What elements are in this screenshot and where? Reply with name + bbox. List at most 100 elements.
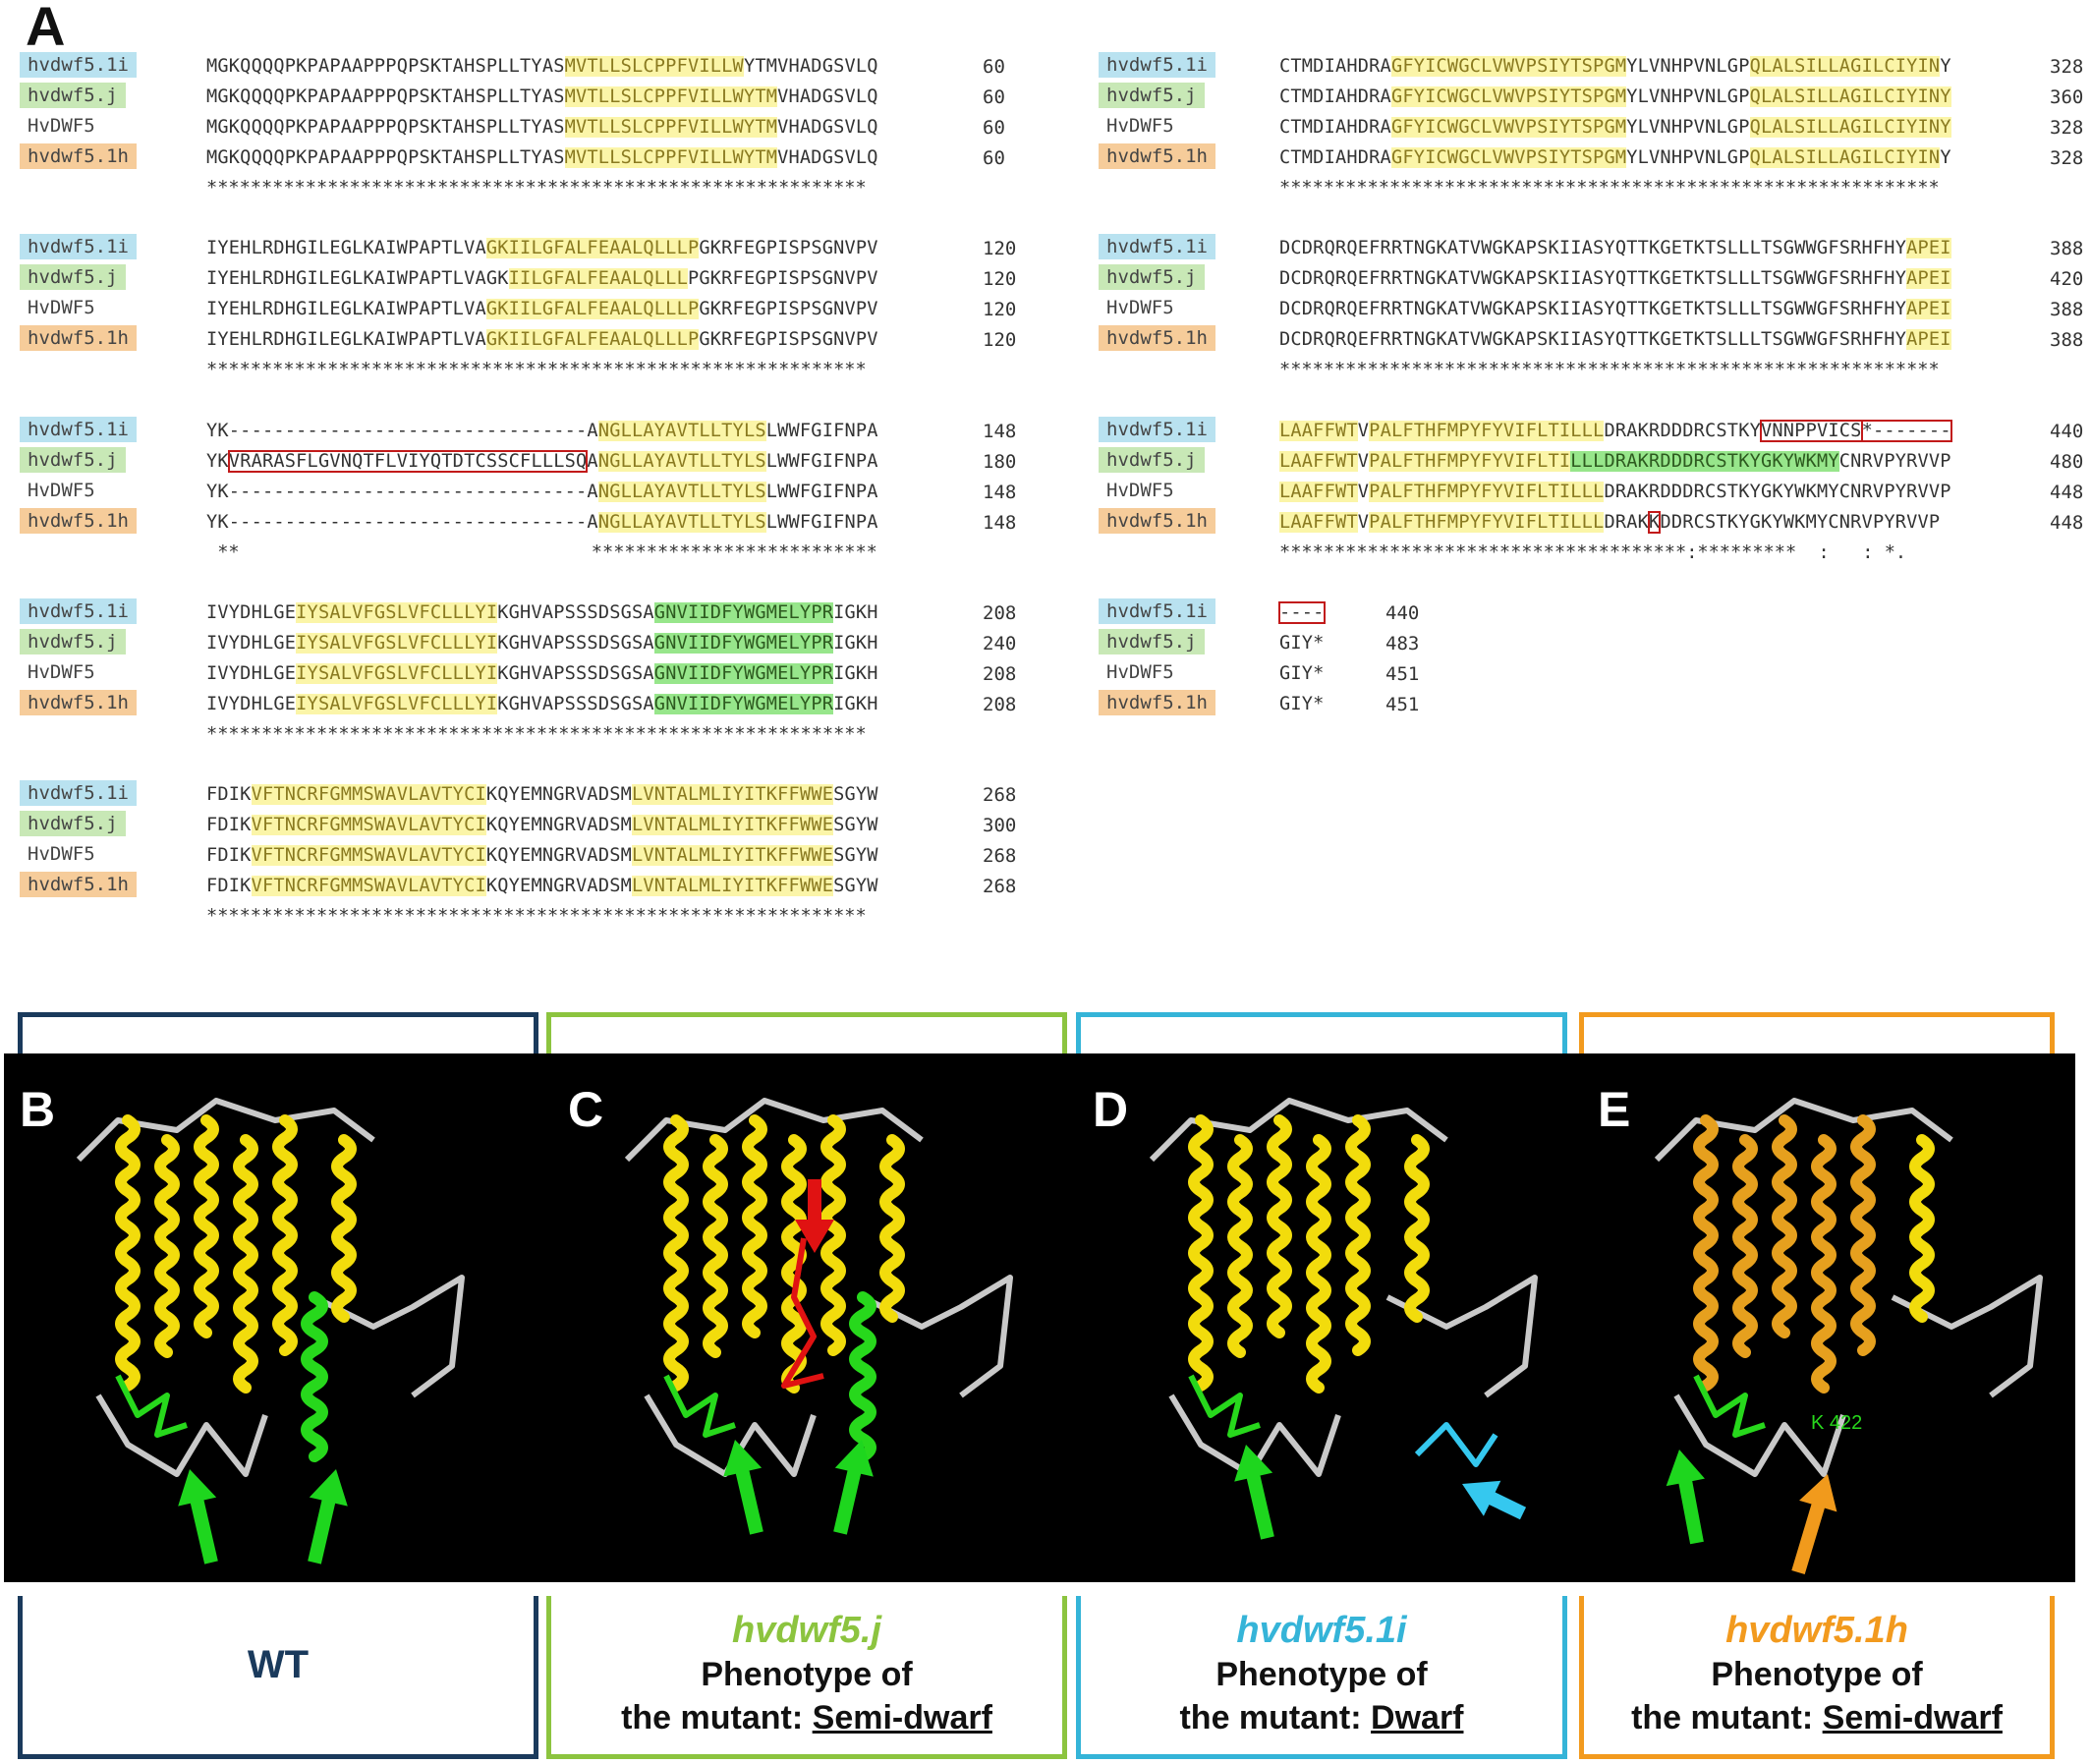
- sequence-label: hvdwf5.j: [1099, 264, 1205, 290]
- sequence-label: hvdwf5.1i: [20, 52, 137, 78]
- sequence-row: FDIKVFTNCRFGMMSWAVLAVTYCIKQYEMNGRVADSMLV…: [206, 843, 878, 869]
- helix: [879, 1134, 905, 1323]
- caption-j-phenotype-line: Phenotype of: [701, 1656, 913, 1693]
- sequence-segment: YK--------------------------------A: [206, 421, 598, 441]
- green-arrow: [178, 1469, 218, 1565]
- sequence-segment: IVYDHLGE: [206, 663, 297, 684]
- conservation-line: ****************************************…: [206, 360, 867, 380]
- sequence-row: GIY*: [1279, 661, 1325, 687]
- sequence-segment: LVNTALMLIYITKFFWWE: [632, 845, 834, 866]
- sequence-segment: CNRVPYRVVP: [1838, 451, 1951, 472]
- sequence-segment: GKRFEGPISPSGNVPV: [699, 299, 878, 319]
- sequence-segment: V: [1357, 421, 1370, 441]
- caption-hvdwf5-j: hvdwf5.j Phenotype of the mutant: Semi-d…: [546, 1596, 1067, 1759]
- position-number: 60: [983, 86, 1005, 108]
- loop-highlight: [1693, 1374, 1766, 1438]
- position-number: 448: [2050, 512, 2084, 534]
- sequence-segment: VFTNCRFGMMSWAVLAVTYCI: [251, 876, 486, 896]
- position-number: 328: [2050, 117, 2084, 139]
- sequence-segment: GIY*: [1279, 663, 1325, 684]
- panel-label-e: E: [1598, 1082, 1631, 1137]
- sequence-segment: VHADGSVLQ: [777, 117, 878, 138]
- sequence-segment: IGKH: [833, 694, 878, 714]
- sequence-segment: V: [1357, 451, 1370, 472]
- sequence-segment: CTMDIAHDRA: [1279, 117, 1391, 138]
- sequence-segment: VRARASFLGVNQTFLVIYQTDTCSSCFLLLSQ: [227, 450, 589, 473]
- sequence-label: HvDWF5: [28, 297, 95, 318]
- sequence-segment: YLVNHPVNLGP: [1626, 147, 1750, 168]
- sequence-segment: KQYEMNGRVADSM: [485, 876, 633, 896]
- sequence-label: hvdwf5.j: [20, 629, 126, 654]
- coil-right: [1891, 1275, 2043, 1398]
- sequence-segment: GIY*: [1279, 633, 1325, 654]
- sequence-label: hvdwf5.1h: [1099, 508, 1215, 534]
- bracket-h-top: [1579, 1012, 2055, 1053]
- sequence-segment: IGKH: [833, 663, 878, 684]
- sequence-segment: KQYEMNGRVADSM: [485, 845, 633, 866]
- sequence-row: FDIKVFTNCRFGMMSWAVLAVTYCIKQYEMNGRVADSMLV…: [206, 874, 878, 899]
- sequence-row: IYEHLRDHGILEGLKAIWPAPTLVAGKIILGFALFEAALQ…: [206, 297, 878, 322]
- conservation-line: ****************************************…: [206, 724, 867, 745]
- panel-label-b: B: [20, 1082, 56, 1137]
- sequence-segment: APEI: [1906, 238, 1951, 258]
- sequence-segment: IYSALVFGSLVFCLLLYI: [296, 633, 498, 654]
- conservation-line: ** **************************: [206, 542, 877, 563]
- conservation-line: ****************************************…: [206, 906, 867, 927]
- coil-bottom: [1673, 1394, 1846, 1477]
- sequence-segment: MVTLLSLCPPFVILLWYTM: [564, 147, 778, 168]
- sequence-segment: IVYDHLGE: [206, 633, 297, 654]
- sequence-segment: KGHVAPSSSDSGSA: [497, 663, 654, 684]
- red-arrow: [795, 1179, 834, 1253]
- sequence-segment: LVNTALMLIYITKFFWWE: [632, 876, 834, 896]
- sequence-segment: MVTLLSLCPPFVILLWYTM: [564, 86, 778, 107]
- sequence-label: hvdwf5.1i: [1099, 234, 1215, 259]
- position-number: 60: [983, 117, 1005, 139]
- sequence-row: MGKQQQQPKPAPAAPPPQPSKTAHSPLLTYASMVTLLSLC…: [206, 115, 878, 141]
- conservation-line: ****************************************…: [1279, 178, 1940, 199]
- sequence-segment: NGLLAYAVTLLTYLS: [597, 482, 766, 502]
- helix: [1772, 1114, 1797, 1338]
- sequence-segment: LAAFFWT: [1279, 421, 1358, 441]
- sequence-segment: PALFTHFMPYFYVIFLTILLL: [1369, 421, 1605, 441]
- position-number: 440: [2050, 421, 2084, 442]
- sequence-segment: LWWFGIFNPA: [765, 451, 878, 472]
- caption-h-name: hvdwf5.1h: [1725, 1610, 1908, 1651]
- sequence-segment: IGKH: [833, 602, 878, 623]
- sequence-label: HvDWF5: [1106, 115, 1174, 137]
- position-number: 208: [983, 663, 1017, 685]
- sequence-segment: GNVIIDFYWGMELYPR: [653, 633, 834, 654]
- position-number: 388: [2050, 329, 2084, 351]
- sequence-row: IVYDHLGEIYSALVFGSLVFCLLLYIKGHVAPSSSDSGSA…: [206, 600, 878, 626]
- sequence-row: YKVRARASFLGVNQTFLVIYQTDTCSSCFLLLSQANGLLA…: [206, 449, 878, 475]
- sequence-segment: LAAFFWT: [1279, 512, 1358, 533]
- sequence-segment: LAAFFWT: [1279, 482, 1358, 502]
- helix: [194, 1114, 219, 1338]
- orange-arrow: [1791, 1474, 1837, 1575]
- sequence-segment: IVYDHLGE: [206, 602, 297, 623]
- loop-highlight: [115, 1374, 188, 1438]
- sequence-segment: APEI: [1906, 299, 1951, 319]
- sequence-segment: LVNTALMLIYITKFFWWE: [632, 784, 834, 805]
- sequence-segment: GFYICWGCLVWVPSIYTSPGM: [1390, 56, 1627, 77]
- sequence-label: hvdwf5.j: [20, 447, 126, 473]
- green-arrow: [1666, 1450, 1705, 1545]
- position-number: 208: [983, 602, 1017, 624]
- position-number: 328: [2050, 147, 2084, 169]
- green-arrow: [723, 1440, 763, 1535]
- sequence-segment: IYEHLRDHGILEGLKAIWPAPTLVAGK: [206, 268, 509, 289]
- sequence-row: FDIKVFTNCRFGMMSWAVLAVTYCIKQYEMNGRVADSMLV…: [206, 813, 878, 838]
- coil-top: [1654, 1098, 1953, 1163]
- loop-highlight: [663, 1374, 736, 1438]
- sequence-label: hvdwf5.1h: [20, 508, 137, 534]
- coil-top: [76, 1098, 375, 1163]
- sequence-label: hvdwf5.j: [1099, 83, 1205, 108]
- sequence-segment: VHADGSVLQ: [777, 86, 878, 107]
- sequence-segment: FDIK: [206, 815, 252, 835]
- helix: [1404, 1134, 1430, 1323]
- sequence-segment: Y: [1940, 56, 1951, 77]
- sequence-label: hvdwf5.1h: [20, 872, 137, 897]
- sequence-row: MGKQQQQPKPAPAAPPPQPSKTAHSPLLTYASMVTLLSLC…: [206, 145, 878, 171]
- caption-h-mutant-line: the mutant: Semi-dwarf: [1584, 1696, 2050, 1739]
- sequence-label: HvDWF5: [28, 480, 95, 501]
